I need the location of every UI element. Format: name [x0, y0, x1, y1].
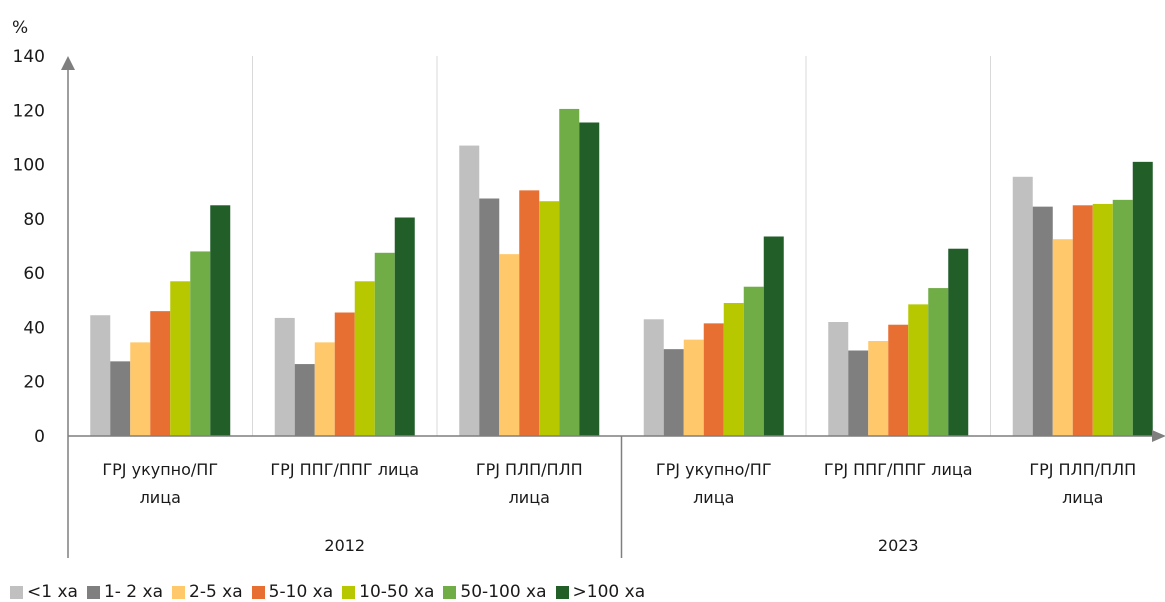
- y-tick-label: 60: [23, 264, 45, 284]
- y-tick-label: 40: [23, 318, 45, 338]
- bar: [848, 351, 868, 437]
- bar: [828, 322, 848, 436]
- bars: [90, 109, 1153, 436]
- legend-swatch: [10, 586, 23, 599]
- legend-label: <1 ха: [27, 582, 78, 602]
- x-tick-label: ГРЈ ППГ/ППГ лица: [824, 460, 973, 479]
- bar: [315, 342, 335, 436]
- bar: [664, 349, 684, 436]
- bar: [868, 341, 888, 436]
- bar: [1033, 207, 1053, 436]
- bar: [764, 237, 784, 437]
- x-tick-label: ГРЈ укупно/ПГ: [656, 460, 772, 479]
- legend-item: 5-10 ха: [252, 582, 333, 602]
- legend-label: >100 ха: [573, 582, 646, 602]
- legend-item: 10-50 ха: [342, 582, 434, 602]
- x-tick-label: ГРЈ ПЛП/ПЛП: [1029, 460, 1136, 479]
- legend-label: 1- 2 ха: [104, 582, 163, 602]
- bar: [395, 218, 415, 437]
- legend-item: 2-5 ха: [172, 582, 243, 602]
- x-tick-label: лица: [1062, 488, 1103, 507]
- legend-item: >100 ха: [556, 582, 646, 602]
- bar: [459, 146, 479, 436]
- bar: [479, 199, 499, 437]
- x-tick-label: лица: [509, 488, 550, 507]
- y-tick-label: 20: [23, 373, 45, 393]
- bar: [130, 342, 150, 436]
- bar: [1133, 162, 1153, 436]
- legend-swatch: [556, 586, 569, 599]
- bar: [275, 318, 295, 436]
- legend-label: 50-100 ха: [460, 582, 546, 602]
- group-label: 2023: [878, 536, 919, 555]
- bar: [928, 288, 948, 436]
- bar: [375, 253, 395, 436]
- legend-label: 10-50 ха: [359, 582, 434, 602]
- bar: [559, 109, 579, 436]
- y-tick-label: 100: [13, 156, 45, 176]
- bar: [644, 319, 664, 436]
- x-tick-label: ГРЈ ПЛП/ПЛП: [476, 460, 583, 479]
- legend-swatch: [172, 586, 185, 599]
- x-axis-arrow: [1152, 430, 1165, 442]
- y-axis-label: %: [12, 18, 28, 38]
- x-tick-label: ГРЈ ППГ/ППГ лица: [270, 460, 419, 479]
- bar: [90, 315, 110, 436]
- legend-item: 50-100 ха: [443, 582, 546, 602]
- bar: [684, 340, 704, 436]
- y-tick-label: 120: [13, 101, 45, 121]
- bar: [190, 251, 210, 436]
- legend-label: 5-10 ха: [269, 582, 333, 602]
- bar-chart: 0 20 40 60 80 100 120 140% ГРЈ укупно/ПГ лица ГРЈ …: [0, 0, 1165, 582]
- bar: [704, 323, 724, 436]
- bar: [744, 287, 764, 436]
- bar: [295, 364, 315, 436]
- x-tick-label: ГРЈ укупно/ПГ: [102, 460, 218, 479]
- bar: [724, 303, 744, 436]
- legend-swatch: [443, 586, 456, 599]
- bar: [110, 361, 130, 436]
- legend-swatch: [252, 586, 265, 599]
- legend-swatch: [87, 586, 100, 599]
- bar: [355, 281, 375, 436]
- bar: [150, 311, 170, 436]
- legend-item: <1 ха: [10, 582, 78, 602]
- bar: [335, 313, 355, 437]
- bar: [519, 190, 539, 436]
- bar: [1013, 177, 1033, 436]
- bar: [579, 123, 599, 437]
- y-tick-label: 0: [34, 427, 45, 447]
- legend-swatch: [342, 586, 355, 599]
- legend-item: 1- 2 ха: [87, 582, 163, 602]
- bar: [499, 254, 519, 436]
- legend: <1 ха 1- 2 ха 2-5 ха 5-10 ха 10-50 ха 50-100 …: [10, 582, 654, 602]
- bar: [210, 205, 230, 436]
- x-tick-label: лица: [140, 488, 181, 507]
- y-axis-arrow: [61, 56, 75, 70]
- bar: [539, 201, 559, 436]
- bar: [1053, 239, 1073, 436]
- bar: [170, 281, 190, 436]
- bar: [948, 249, 968, 436]
- x-tick-label: лица: [693, 488, 734, 507]
- y-tick-label: 140: [13, 47, 45, 67]
- group-label: 2012: [324, 536, 365, 555]
- bar: [908, 304, 928, 436]
- bar: [1113, 200, 1133, 436]
- bar: [1073, 205, 1093, 436]
- bar: [888, 325, 908, 436]
- legend-label: 2-5 ха: [189, 582, 243, 602]
- bar: [1093, 204, 1113, 436]
- y-tick-label: 80: [23, 210, 45, 230]
